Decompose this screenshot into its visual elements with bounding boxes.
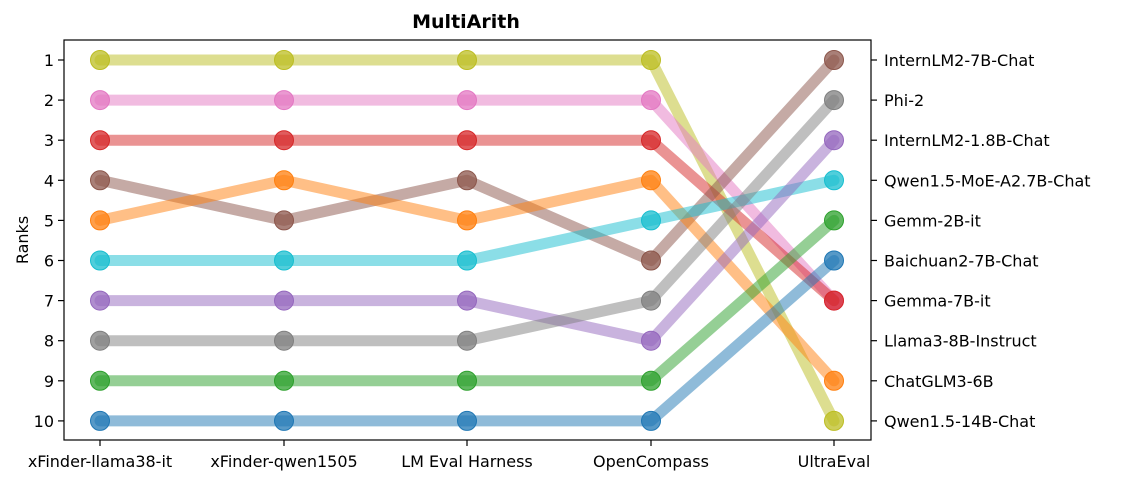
data-point <box>641 90 661 111</box>
right-tick-label: Baichuan2-7B-Chat <box>884 252 1039 271</box>
data-point <box>90 370 110 391</box>
series-9 <box>90 210 844 391</box>
data-point <box>824 290 844 311</box>
data-point <box>274 90 294 111</box>
data-point <box>274 170 294 191</box>
y-tick-label: 1 <box>44 51 54 70</box>
series-10 <box>90 250 844 431</box>
data-point <box>274 290 294 311</box>
y-tick-label: 9 <box>44 372 54 391</box>
x-tick-label: xFinder-qwen1505 <box>210 452 357 471</box>
data-point <box>90 170 110 191</box>
series-layer <box>90 50 844 431</box>
data-point <box>274 210 294 231</box>
data-point <box>824 410 844 431</box>
data-point <box>90 250 110 271</box>
series-5 <box>90 170 844 391</box>
data-point <box>457 210 477 231</box>
data-point <box>641 290 661 311</box>
y-tick-label: 7 <box>44 292 54 311</box>
x-tick-label: xFinder-llama38-it <box>28 452 172 471</box>
series-6 <box>90 170 844 271</box>
series-1 <box>90 50 844 431</box>
x-tick-label: OpenCompass <box>593 452 709 471</box>
data-point <box>90 130 110 151</box>
y-tick-label: 8 <box>44 332 54 351</box>
data-point <box>457 370 477 391</box>
series-4 <box>90 50 844 271</box>
right-tick-label: Phi-2 <box>884 91 924 110</box>
data-point <box>641 330 661 351</box>
data-point <box>641 250 661 271</box>
data-point <box>274 250 294 271</box>
data-point <box>90 290 110 311</box>
data-point <box>824 210 844 231</box>
data-point <box>824 370 844 391</box>
data-point <box>90 210 110 231</box>
axes-layer: 1 2 3 4 5 6 7 8 9 10 InternLM2-7B-Chat Phi-2 InternL… <box>28 51 1091 471</box>
data-point <box>641 210 661 231</box>
data-point <box>274 50 294 70</box>
data-point <box>457 250 477 271</box>
y-tick-label: 3 <box>44 131 54 150</box>
data-point <box>641 50 661 70</box>
data-point <box>457 170 477 191</box>
x-tick-label: UltraEval <box>798 452 871 471</box>
x-tick-label: LM Eval Harness <box>401 452 533 471</box>
right-tick-label: Gemm-2B-it <box>884 211 981 230</box>
data-point <box>90 90 110 111</box>
data-point <box>274 370 294 391</box>
data-point <box>457 290 477 311</box>
right-tick-label: InternLM2-7B-Chat <box>884 51 1034 70</box>
right-tick-label: InternLM2-1.8B-Chat <box>884 131 1050 150</box>
data-point <box>824 250 844 271</box>
data-point <box>641 410 661 431</box>
y-tick-label: 5 <box>44 211 54 230</box>
right-tick-label: Gemma-7B-it <box>884 292 991 311</box>
series-line <box>94 54 840 427</box>
data-point <box>824 50 844 70</box>
data-point <box>641 170 661 191</box>
data-point <box>90 330 110 351</box>
data-point <box>274 130 294 151</box>
data-point <box>457 330 477 351</box>
data-point <box>824 170 844 191</box>
data-point <box>457 90 477 111</box>
y-tick-label: 2 <box>44 91 54 110</box>
right-tick-label: Qwen1.5-14B-Chat <box>884 412 1035 431</box>
data-point <box>824 90 844 111</box>
data-point <box>824 130 844 151</box>
data-point <box>274 410 294 431</box>
data-point <box>457 130 477 151</box>
series-7 <box>90 130 844 351</box>
data-point <box>274 330 294 351</box>
y-tick-label: 6 <box>44 252 54 271</box>
data-point <box>457 410 477 431</box>
right-tick-label: ChatGLM3-6B <box>884 372 994 391</box>
data-point <box>90 410 110 431</box>
y-axis-label: Ranks <box>13 216 32 264</box>
y-tick-label: 4 <box>44 171 54 190</box>
series-8 <box>90 90 844 351</box>
chart-title: MultiArith <box>412 11 520 33</box>
data-point <box>457 50 477 70</box>
right-tick-label: Llama3-8B-Instruct <box>884 332 1037 351</box>
series-line <box>94 54 840 266</box>
y-tick-label: 10 <box>34 412 54 431</box>
right-tick-label: Qwen1.5-MoE-A2.7B-Chat <box>884 171 1091 190</box>
data-point <box>641 130 661 151</box>
data-point <box>90 50 110 70</box>
data-point <box>641 370 661 391</box>
